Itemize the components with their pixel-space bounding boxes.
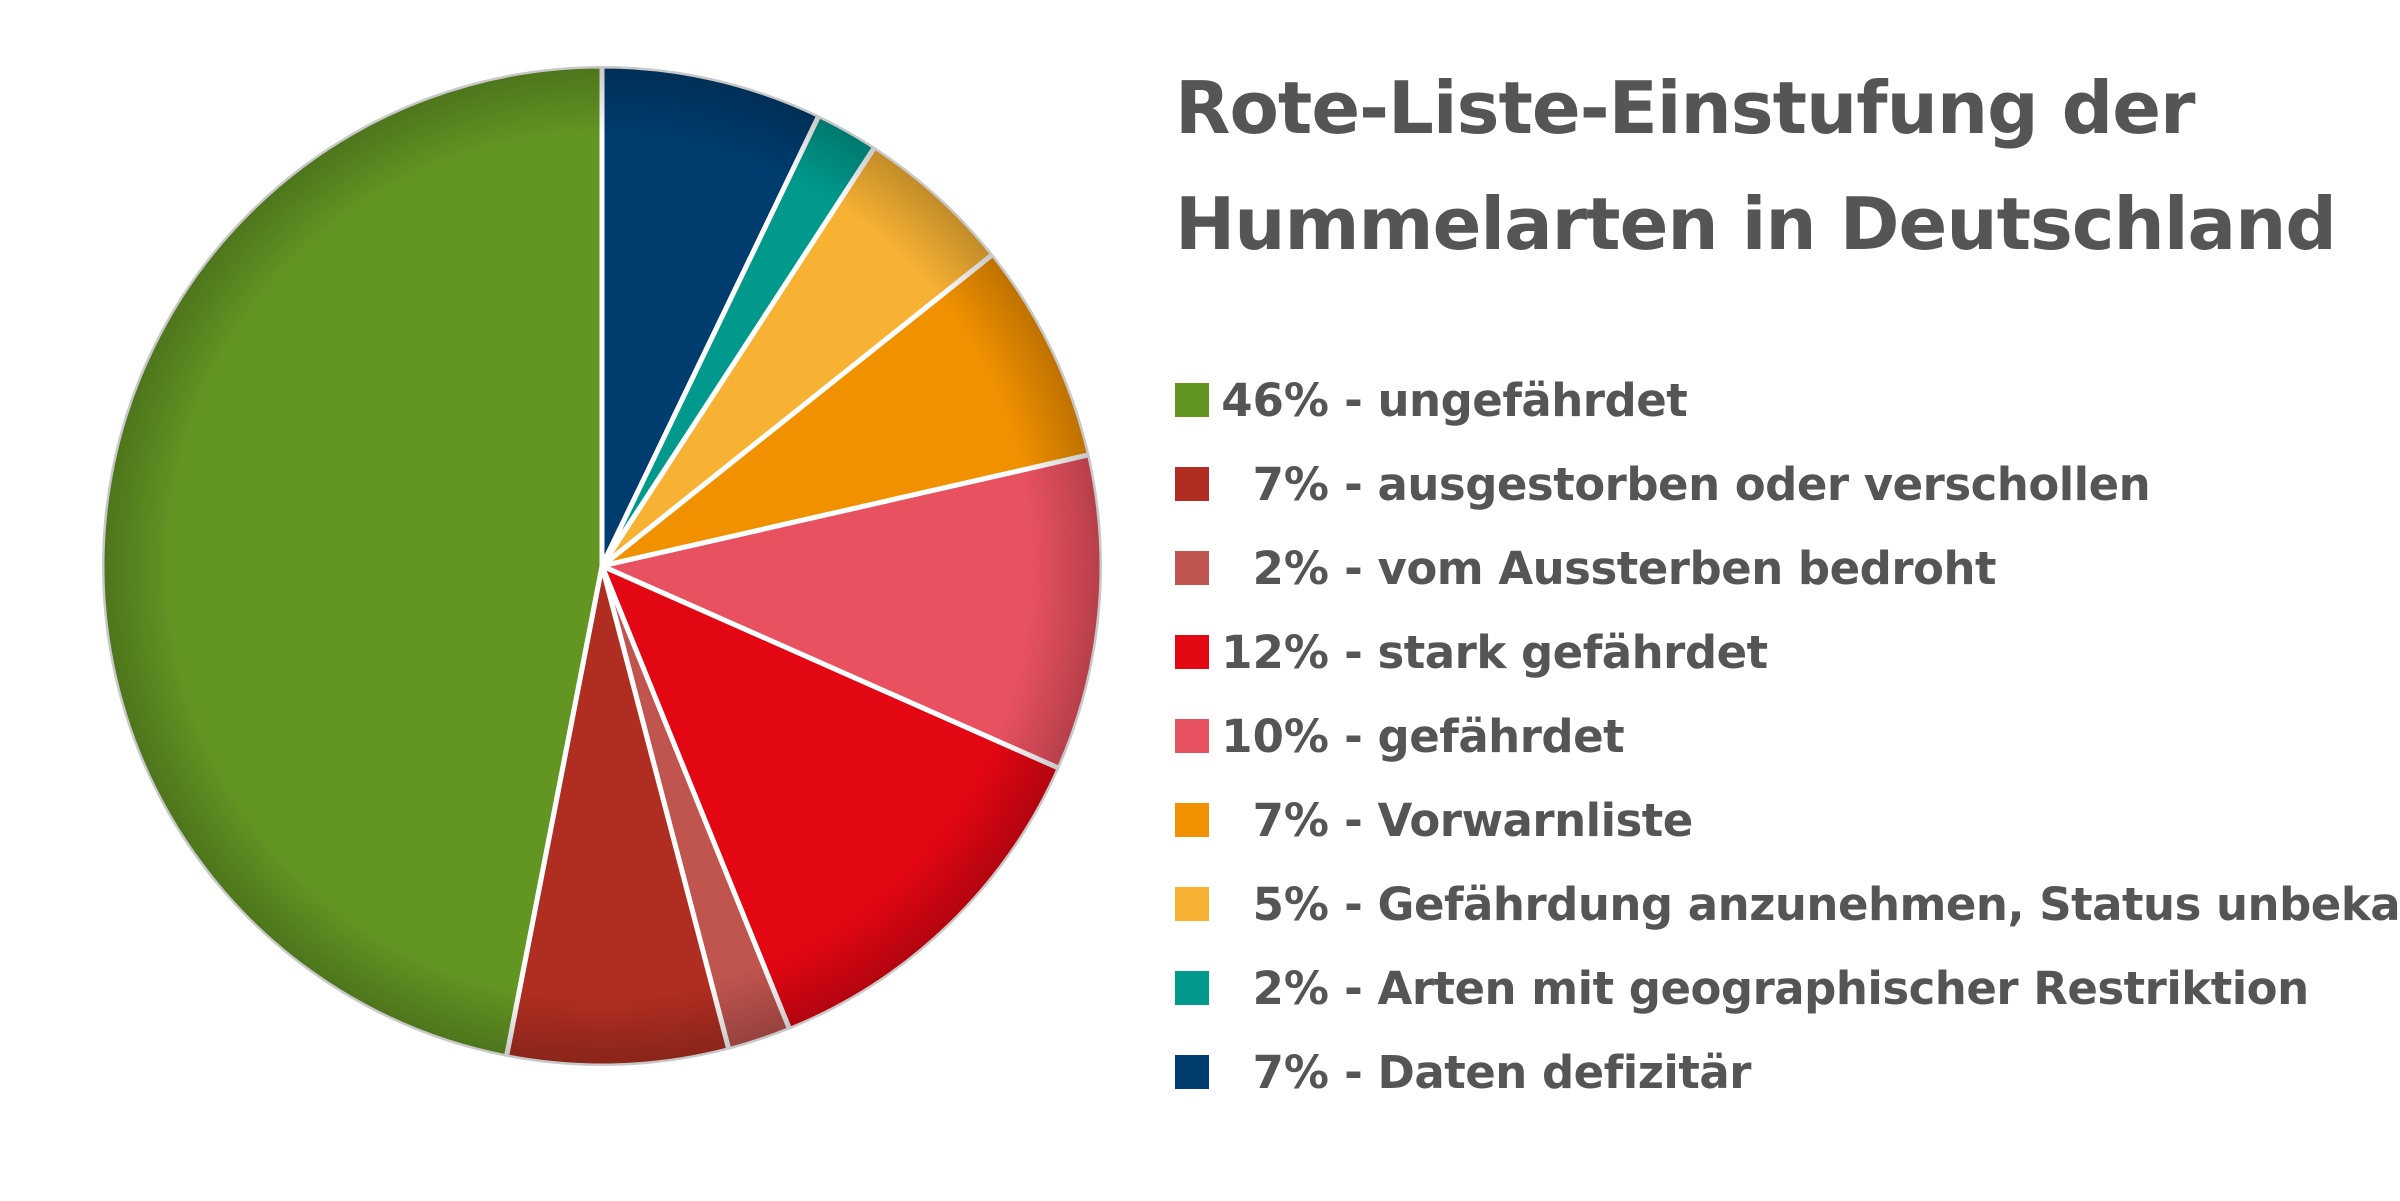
legend-percent: 2%: [1252, 961, 1329, 1015]
legend-swatch: [1175, 551, 1209, 585]
legend-percent: 2%: [1252, 541, 1329, 595]
legend-percent: 7%: [1252, 793, 1329, 847]
legend-percent: 46%: [1221, 373, 1329, 427]
legend-swatch: [1175, 803, 1209, 837]
legend-label: - Daten defizitär: [1329, 1045, 1751, 1099]
legend-label: - Gefährdung anzunehmen, Status unbekann…: [1329, 877, 2400, 931]
legend-swatch: [1175, 467, 1209, 501]
legend-item-gefaehrdet: 10% - gefährdet: [1175, 694, 2400, 778]
legend-label: - gefährdet: [1329, 709, 1625, 763]
legend-item-gefaehrdung-anzunehmen-status-unbekannt: 5% - Gefährdung anzunehmen, Status unbek…: [1175, 862, 2400, 946]
legend-percent: 5%: [1252, 877, 1329, 931]
legend-label: - ungefährdet: [1329, 373, 1688, 427]
legend: 46% - ungefährdet 7% - ausgestorben oder …: [1175, 358, 2400, 1114]
legend-label: - Arten mit geographischer Restriktion: [1329, 961, 2309, 1015]
legend-label: - Vorwarnliste: [1329, 793, 1693, 847]
legend-item-stark-gefaehrdet: 12% - stark gefährdet: [1175, 610, 2400, 694]
legend-swatch: [1175, 635, 1209, 669]
legend-swatch: [1175, 1055, 1209, 1089]
legend-item-vom-aussterben-bedroht: 2% - vom Aussterben bedroht: [1175, 526, 2400, 610]
legend-percent: 7%: [1252, 457, 1329, 511]
legend-swatch: [1175, 383, 1209, 417]
chart-title-line-1: Rote-Liste-Einstufung der: [1175, 66, 2196, 150]
legend-percent: 12%: [1221, 625, 1329, 679]
pie-slice-ungefaehrdet: [99, 63, 605, 1060]
legend-item-arten-mit-geographischer-restriktion: 2% - Arten mit geographischer Restriktio…: [1175, 946, 2400, 1030]
legend-swatch: [1175, 719, 1209, 753]
legend-swatch: [1175, 971, 1209, 1005]
legend-item-ausgestorben-oder-verschollen: 7% - ausgestorben oder verschollen: [1175, 442, 2400, 526]
legend-label: - stark gefährdet: [1329, 625, 1768, 679]
legend-swatch: [1175, 887, 1209, 921]
legend-item-daten-defizitaer: 7% - Daten defizitär: [1175, 1030, 2400, 1114]
legend-item-ungefaehrdet: 46% - ungefährdet: [1175, 358, 2400, 442]
chart-title-line-2: Hummelarten in Deutschland: [1175, 182, 2337, 266]
legend-item-vorwarnliste: 7% - Vorwarnliste: [1175, 778, 2400, 862]
legend-percent: 7%: [1252, 1045, 1329, 1099]
chart-title: Rote-Liste-Einstufung der Hummelarten in…: [1175, 50, 2337, 282]
legend-label: - vom Aussterben bedroht: [1329, 541, 1997, 595]
pie-chart: [99, 63, 1105, 1069]
legend-percent: 10%: [1221, 709, 1329, 763]
legend-label: - ausgestorben oder verschollen: [1329, 457, 2151, 511]
